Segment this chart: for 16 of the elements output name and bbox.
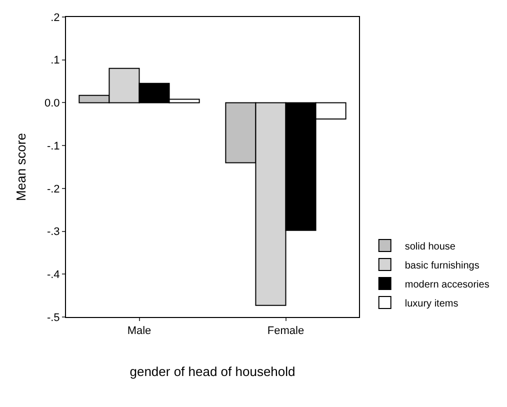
y-tick-label: -.4 (46, 268, 60, 281)
y-tick-label: -.5 (46, 312, 60, 324)
y-tick-label: -.2 (46, 183, 60, 196)
x-tick-label: Male (127, 325, 152, 338)
y-tick-label: .1 (50, 54, 60, 67)
x-tick-label: Female (267, 325, 304, 338)
legend-label: basic furnishings (404, 260, 480, 272)
legend-label: solid house (404, 241, 456, 252)
y-axis-title: Mean score (13, 133, 28, 201)
x-axis-title: gender of head of household (130, 364, 296, 379)
y-tick-label: 0.0 (44, 98, 60, 110)
y-tick-label: .2 (50, 12, 60, 24)
legend-label: modern accesories (404, 279, 490, 290)
y-tick-label: -.3 (46, 226, 60, 238)
legend-label: luxury items (404, 298, 458, 310)
y-tick-label: -.1 (46, 140, 60, 152)
